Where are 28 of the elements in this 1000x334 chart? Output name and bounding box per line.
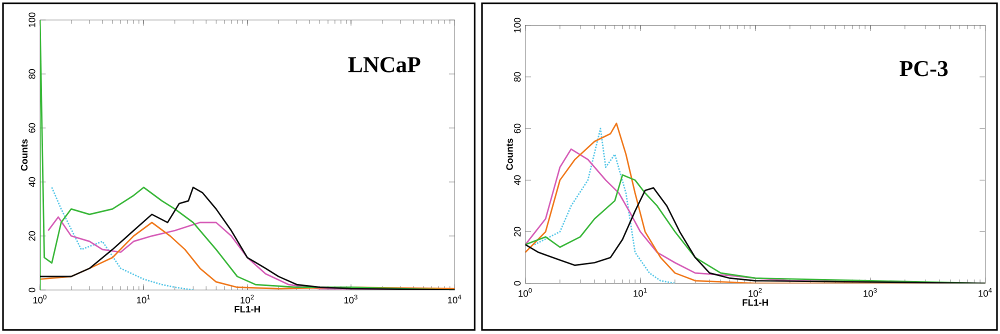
y-tick-label: 80: [514, 72, 521, 82]
x-tick-label: 10$^{2}$: [748, 288, 762, 297]
y-tick-label: 0: [514, 281, 521, 286]
y-tick-label: 60: [514, 124, 521, 134]
y-tick-label: 100: [514, 18, 521, 32]
x-tick-label: 10$^{0}$: [518, 288, 532, 297]
x-axis-title: FL1-H: [742, 299, 768, 306]
x-tick-label: 10$^{4}$: [978, 288, 992, 297]
y-axis-title: Counts: [506, 138, 513, 170]
text: PC-3: [900, 60, 948, 76]
x-tick-label: 10$^{3}$: [344, 294, 358, 304]
x-tick-label: 10$^{1}$: [137, 294, 150, 304]
x-tick-label: 10$^{0}$: [33, 294, 46, 304]
y-tick-label: 0: [28, 288, 36, 292]
y-tick-label: 40: [28, 177, 36, 187]
x-tick-label: 10$^{3}$: [864, 288, 877, 297]
y-tick-label: 80: [28, 69, 36, 79]
y-tick-label: 40: [514, 175, 521, 186]
y-tick-label: 20: [28, 231, 36, 241]
y-tick-label: 60: [28, 123, 36, 133]
x-tick-label: 10$^{2}$: [240, 294, 254, 304]
x-tick-label: 10$^{1}$: [634, 288, 647, 297]
y-tick-label: 100: [28, 12, 36, 28]
x-tick-label: 10$^{4}$: [448, 294, 462, 304]
y-tick-label: 20: [514, 226, 521, 236]
y-axis-title: Counts: [20, 139, 28, 171]
x-axis-title: FL1-H: [234, 306, 260, 312]
text: LNCaP: [348, 57, 420, 72]
